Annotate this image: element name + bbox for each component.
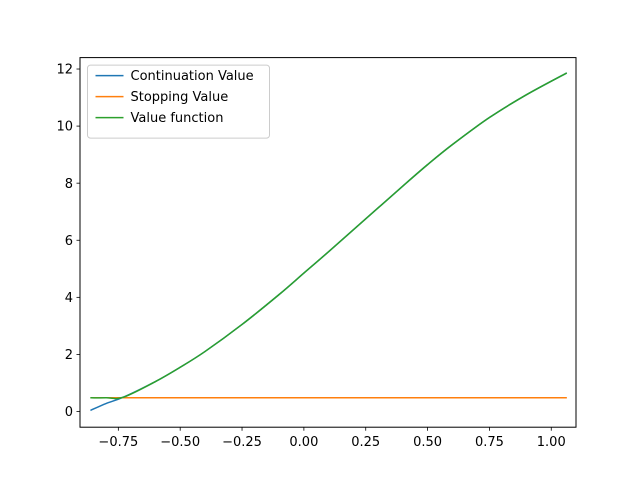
y-tick-label: 4 — [65, 291, 73, 306]
y-axis: 0 2 4 6 8 10 12 — [56, 63, 80, 420]
plot-frame — [79, 57, 577, 428]
legend-label-1: Continuation Value — [131, 69, 254, 84]
legend: Continuation Value Stopping Value Value fu… — [87, 64, 270, 139]
y-tick-label: 8 — [65, 177, 73, 192]
x-tick-label: 0.25 — [351, 435, 380, 450]
y-tick-label: 0 — [65, 405, 73, 420]
x-tick-label: −0.75 — [98, 435, 138, 450]
x-tick-label: 0.00 — [289, 435, 318, 450]
x-tick-label: 1.00 — [537, 435, 566, 450]
y-tick-label: 12 — [56, 63, 73, 78]
x-tick-label: 0.75 — [475, 435, 504, 450]
y-tick-label: 6 — [65, 234, 73, 249]
series-line-3 — [90, 72, 568, 400]
legend-label-2: Stopping Value — [131, 90, 229, 105]
legend-label-3: Value function — [131, 111, 224, 126]
plot-lines — [90, 72, 568, 412]
y-tick-label: 10 — [56, 120, 73, 135]
x-tick-label: −0.50 — [160, 435, 200, 450]
y-tick-label: 2 — [65, 348, 73, 363]
x-axis: −0.75 −0.50 −0.25 0.00 0.25 0.50 0.75 1.00 — [98, 427, 566, 450]
x-tick-label: 0.50 — [413, 435, 442, 450]
legend-box — [87, 64, 270, 139]
x-tick-label: −0.25 — [222, 435, 262, 450]
